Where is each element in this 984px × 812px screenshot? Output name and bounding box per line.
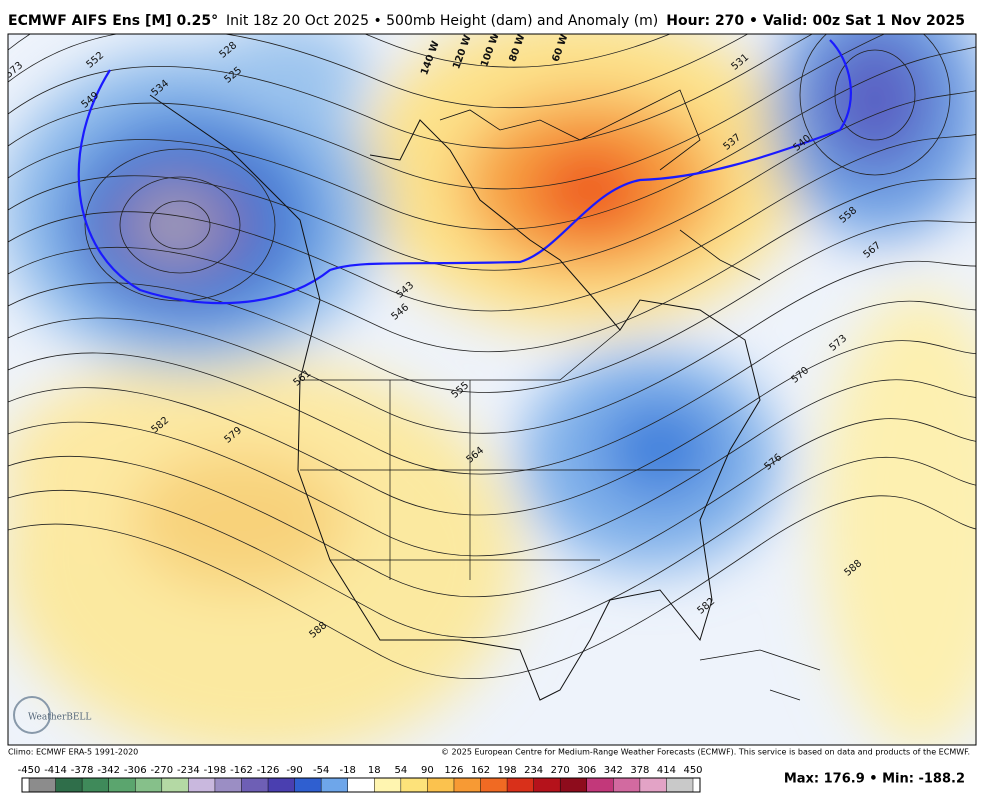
colorbar-tick-label: -54 [313,765,329,776]
colorbar-swatch [507,778,534,792]
colorbar-tick-label: 234 [524,765,543,776]
contour-line [8,220,976,393]
colorbar-swatch [560,778,587,792]
colorbar-swatch [453,778,481,792]
colorbar-tick-label: -234 [177,765,200,776]
contour-ring [119,176,241,274]
colorbar-swatch [108,778,136,792]
contour-ring [834,49,916,141]
colorbar-swatch [480,778,508,792]
colorbar-swatch [294,778,322,792]
colorbar-swatch [374,778,401,792]
colorbar-tick-label: 270 [551,765,570,776]
colorbar: -450 -414 -378 -342 -306 -270 -234 -198 -162 -126… [18,765,703,793]
colorbar-swatch [29,778,56,792]
colorbar-swatch [666,778,693,792]
colorbar-tick-label: -126 [257,765,280,776]
contour-ring [149,200,211,250]
colorbar-tick-label: 198 [498,765,517,776]
colorbar-tick-label: 378 [630,765,649,776]
colorbar-swatch [188,778,215,792]
colorbar-tick-label: 450 [683,765,702,776]
copyright: © 2025 European Centre for Medium-Range … [441,748,970,757]
colorbar-swatch [400,778,428,792]
valid-time: Hour: 270 • Valid: 00z Sat 1 Nov 2025 [666,13,965,29]
colorbar-swatch [55,778,83,792]
colorbar-tick-label: 18 [368,765,381,776]
colorbar-tick-label: -306 [124,765,147,776]
colorbar-swatch [82,778,109,792]
contour-line [8,34,672,68]
colorbar-tick-label: 162 [471,765,490,776]
540-dam-contour [77,39,852,305]
colorbar-swatch [347,778,375,792]
contour-line [8,495,976,679]
colorbar-swatch [161,778,189,792]
colorbar-tick-label: 306 [577,765,596,776]
colorbar-swatch [586,778,614,792]
colorbar-swatch [214,778,242,792]
logo: WeatherBELL [28,713,91,723]
map-frame [7,33,977,746]
colorbar-swatch [241,778,269,792]
logo-mark [13,696,51,734]
contour-line [8,260,976,434]
contour-line [8,418,976,598]
contour-line [8,90,976,271]
contour-line [8,34,813,149]
climo-note: Climo: ECMWF ERA-5 1991-2020 [8,748,138,757]
contour-line [8,457,976,638]
contour-line [8,34,886,190]
colorbar-tick-label: -270 [150,765,173,776]
colorbar-swatch [533,778,561,792]
contour-line [8,134,976,312]
colorbar-tick-label: -18 [340,765,356,776]
colorbar-swatch [321,778,348,792]
colorbar-tick-label: 126 [444,765,463,776]
arctic-islands [439,89,761,281]
colorbar-tick-label: 414 [657,765,676,776]
colorbar-tick-label: -414 [44,765,67,776]
colorbar-tick-label: -450 [18,765,41,776]
colorbar-tick-label: -198 [204,765,227,776]
contour-line [8,177,976,353]
contour-line [8,46,976,230]
model-title: ECMWF AIFS Ens [M] 0.25° [8,13,218,29]
colorbar-swatch [613,778,640,792]
borders [300,329,700,580]
colorbar-tick-label: 90 [421,765,434,776]
contour-line [8,340,976,516]
height-contours [8,34,976,679]
subtitle: Init 18z 20 Oct 2025 • 500mb Height (dam… [226,13,658,29]
coastline [149,94,761,701]
colorbar-tick-label: -342 [97,765,120,776]
colorbar-tick-label: 342 [604,765,623,776]
max-min: Max: 176.9 • Min: -188.2 [784,772,965,787]
colorbar-swatch [427,778,454,792]
colorbar-tick-label: -162 [230,765,253,776]
colorbar-tick-label: -378 [71,765,94,776]
anomaly-field [8,34,976,745]
colorbar-swatch [639,778,667,792]
colorbar-swatch [135,778,162,792]
colorbar-swatch [268,778,295,792]
colorbar-frame [21,777,701,793]
colorbar-tick-label: 54 [394,765,407,776]
contour-line [8,379,976,557]
colorbar-tick-label: -90 [286,765,302,776]
contour-ring [799,34,951,176]
caribbean [699,649,821,701]
contour-line [8,34,749,109]
